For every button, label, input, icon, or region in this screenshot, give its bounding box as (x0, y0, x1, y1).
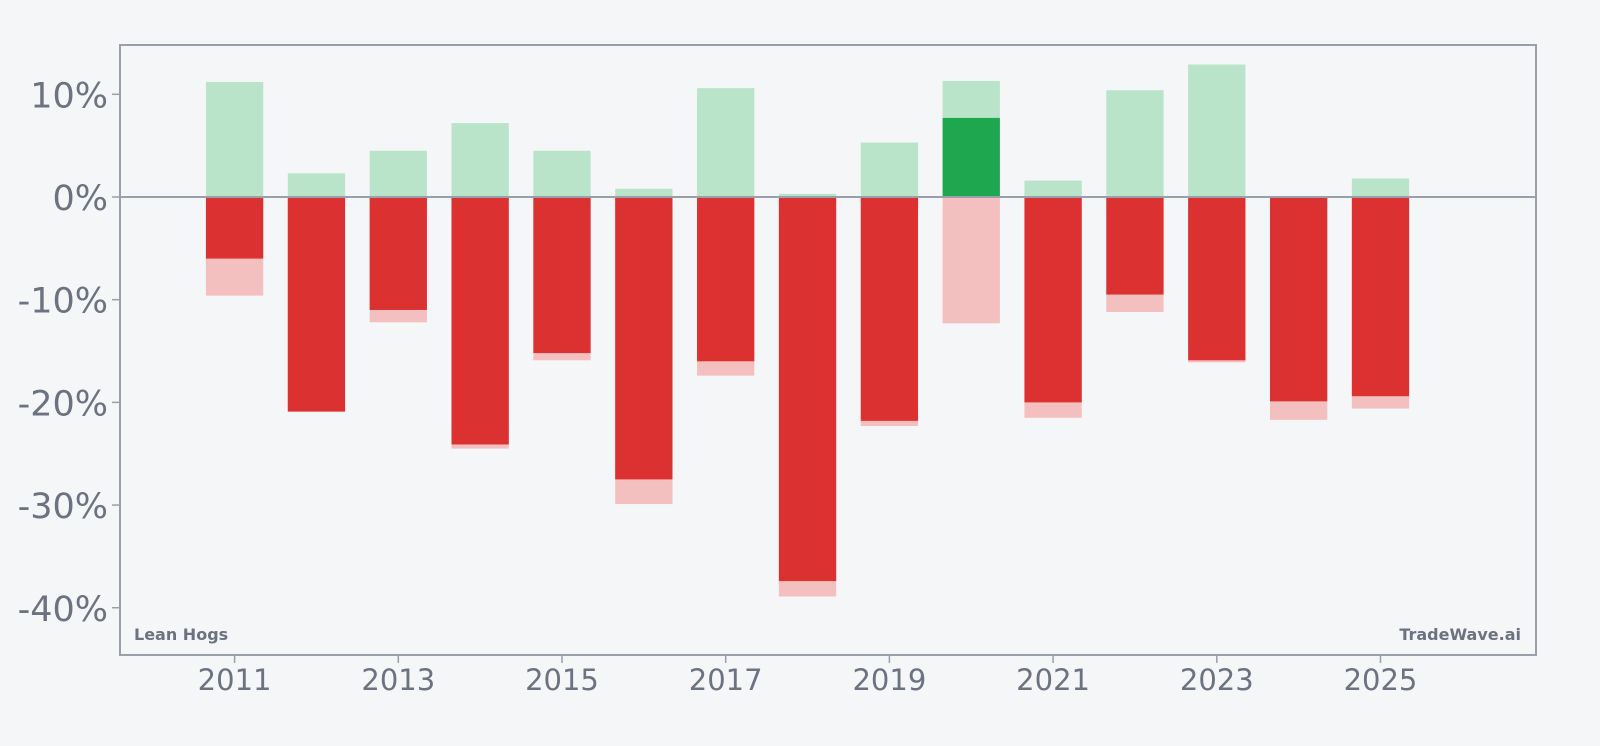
bar-max-gain-2016 (615, 188, 673, 197)
bar-return-2016 (615, 196, 673, 480)
bar-return-2017 (697, 196, 755, 362)
bar-max-gain-2018 (778, 193, 837, 197)
bar-max-loss-2020 (942, 196, 1000, 324)
y-tick-label--10: -10% (18, 282, 108, 322)
x-tick-label-2015: 2015 (525, 663, 599, 697)
bar-return-2015 (533, 196, 591, 354)
bar-max-gain-2023 (1188, 64, 1246, 197)
x-tick-label-2021: 2021 (1016, 663, 1090, 697)
bar-max-gain-2015 (533, 150, 591, 197)
bar-return-2024 (1269, 196, 1328, 402)
bar-return-2013 (369, 196, 427, 310)
y-tick-label--40: -40% (18, 590, 108, 630)
y-tick-label--30: -30% (18, 487, 108, 527)
bar-max-gain-2014 (451, 123, 509, 197)
x-axis: 2011 2013 2015 2017 2019 2021 2023 2025 (198, 655, 1418, 697)
bar-max-gain-2012 (287, 173, 346, 197)
bar-return-2018 (778, 196, 837, 582)
bar-return-2022 (1106, 196, 1164, 295)
bar-return-2019 (860, 196, 919, 421)
y-axis: 10% 0% -10% -20% -30% -40% (18, 76, 120, 630)
instrument-label: Lean Hogs (134, 625, 228, 644)
watermark-label: TradeWave.ai (1399, 625, 1521, 644)
x-tick-label-2019: 2019 (852, 663, 926, 697)
bar-return-2025 (1351, 196, 1410, 397)
bar-max-gain-2021 (1024, 180, 1082, 197)
bar-max-gain-2019 (860, 142, 919, 197)
y-tick-label-10: 10% (30, 76, 108, 116)
x-tick-label-2017: 2017 (689, 663, 763, 697)
x-tick-label-2023: 2023 (1180, 663, 1254, 697)
y-tick-label-0: 0% (52, 179, 108, 219)
x-tick-label-2025: 2025 (1344, 663, 1418, 697)
x-tick-label-2011: 2011 (198, 663, 272, 697)
bar-return-2012 (287, 196, 346, 412)
bar-max-gain-2011 (205, 81, 264, 197)
bar-max-gain-2025 (1351, 178, 1410, 197)
bar-return-2014 (451, 196, 509, 445)
x-tick-label-2013: 2013 (361, 663, 435, 697)
bar-max-gain-2022 (1106, 90, 1164, 197)
bar-max-gain-2017 (697, 88, 755, 197)
bar-return-2020 (942, 117, 1000, 197)
bar-return-2021 (1024, 196, 1082, 403)
bar-return-2011 (205, 196, 264, 259)
bar-max-gain-2013 (369, 150, 427, 197)
bars-layer (205, 64, 1410, 597)
y-tick-label--20: -20% (18, 384, 108, 424)
bar-return-2023 (1188, 196, 1246, 361)
